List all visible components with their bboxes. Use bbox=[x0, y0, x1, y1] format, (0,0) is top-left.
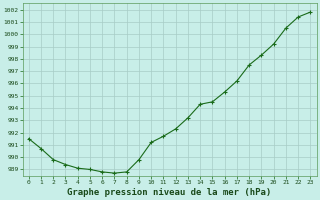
X-axis label: Graphe pression niveau de la mer (hPa): Graphe pression niveau de la mer (hPa) bbox=[68, 188, 272, 197]
